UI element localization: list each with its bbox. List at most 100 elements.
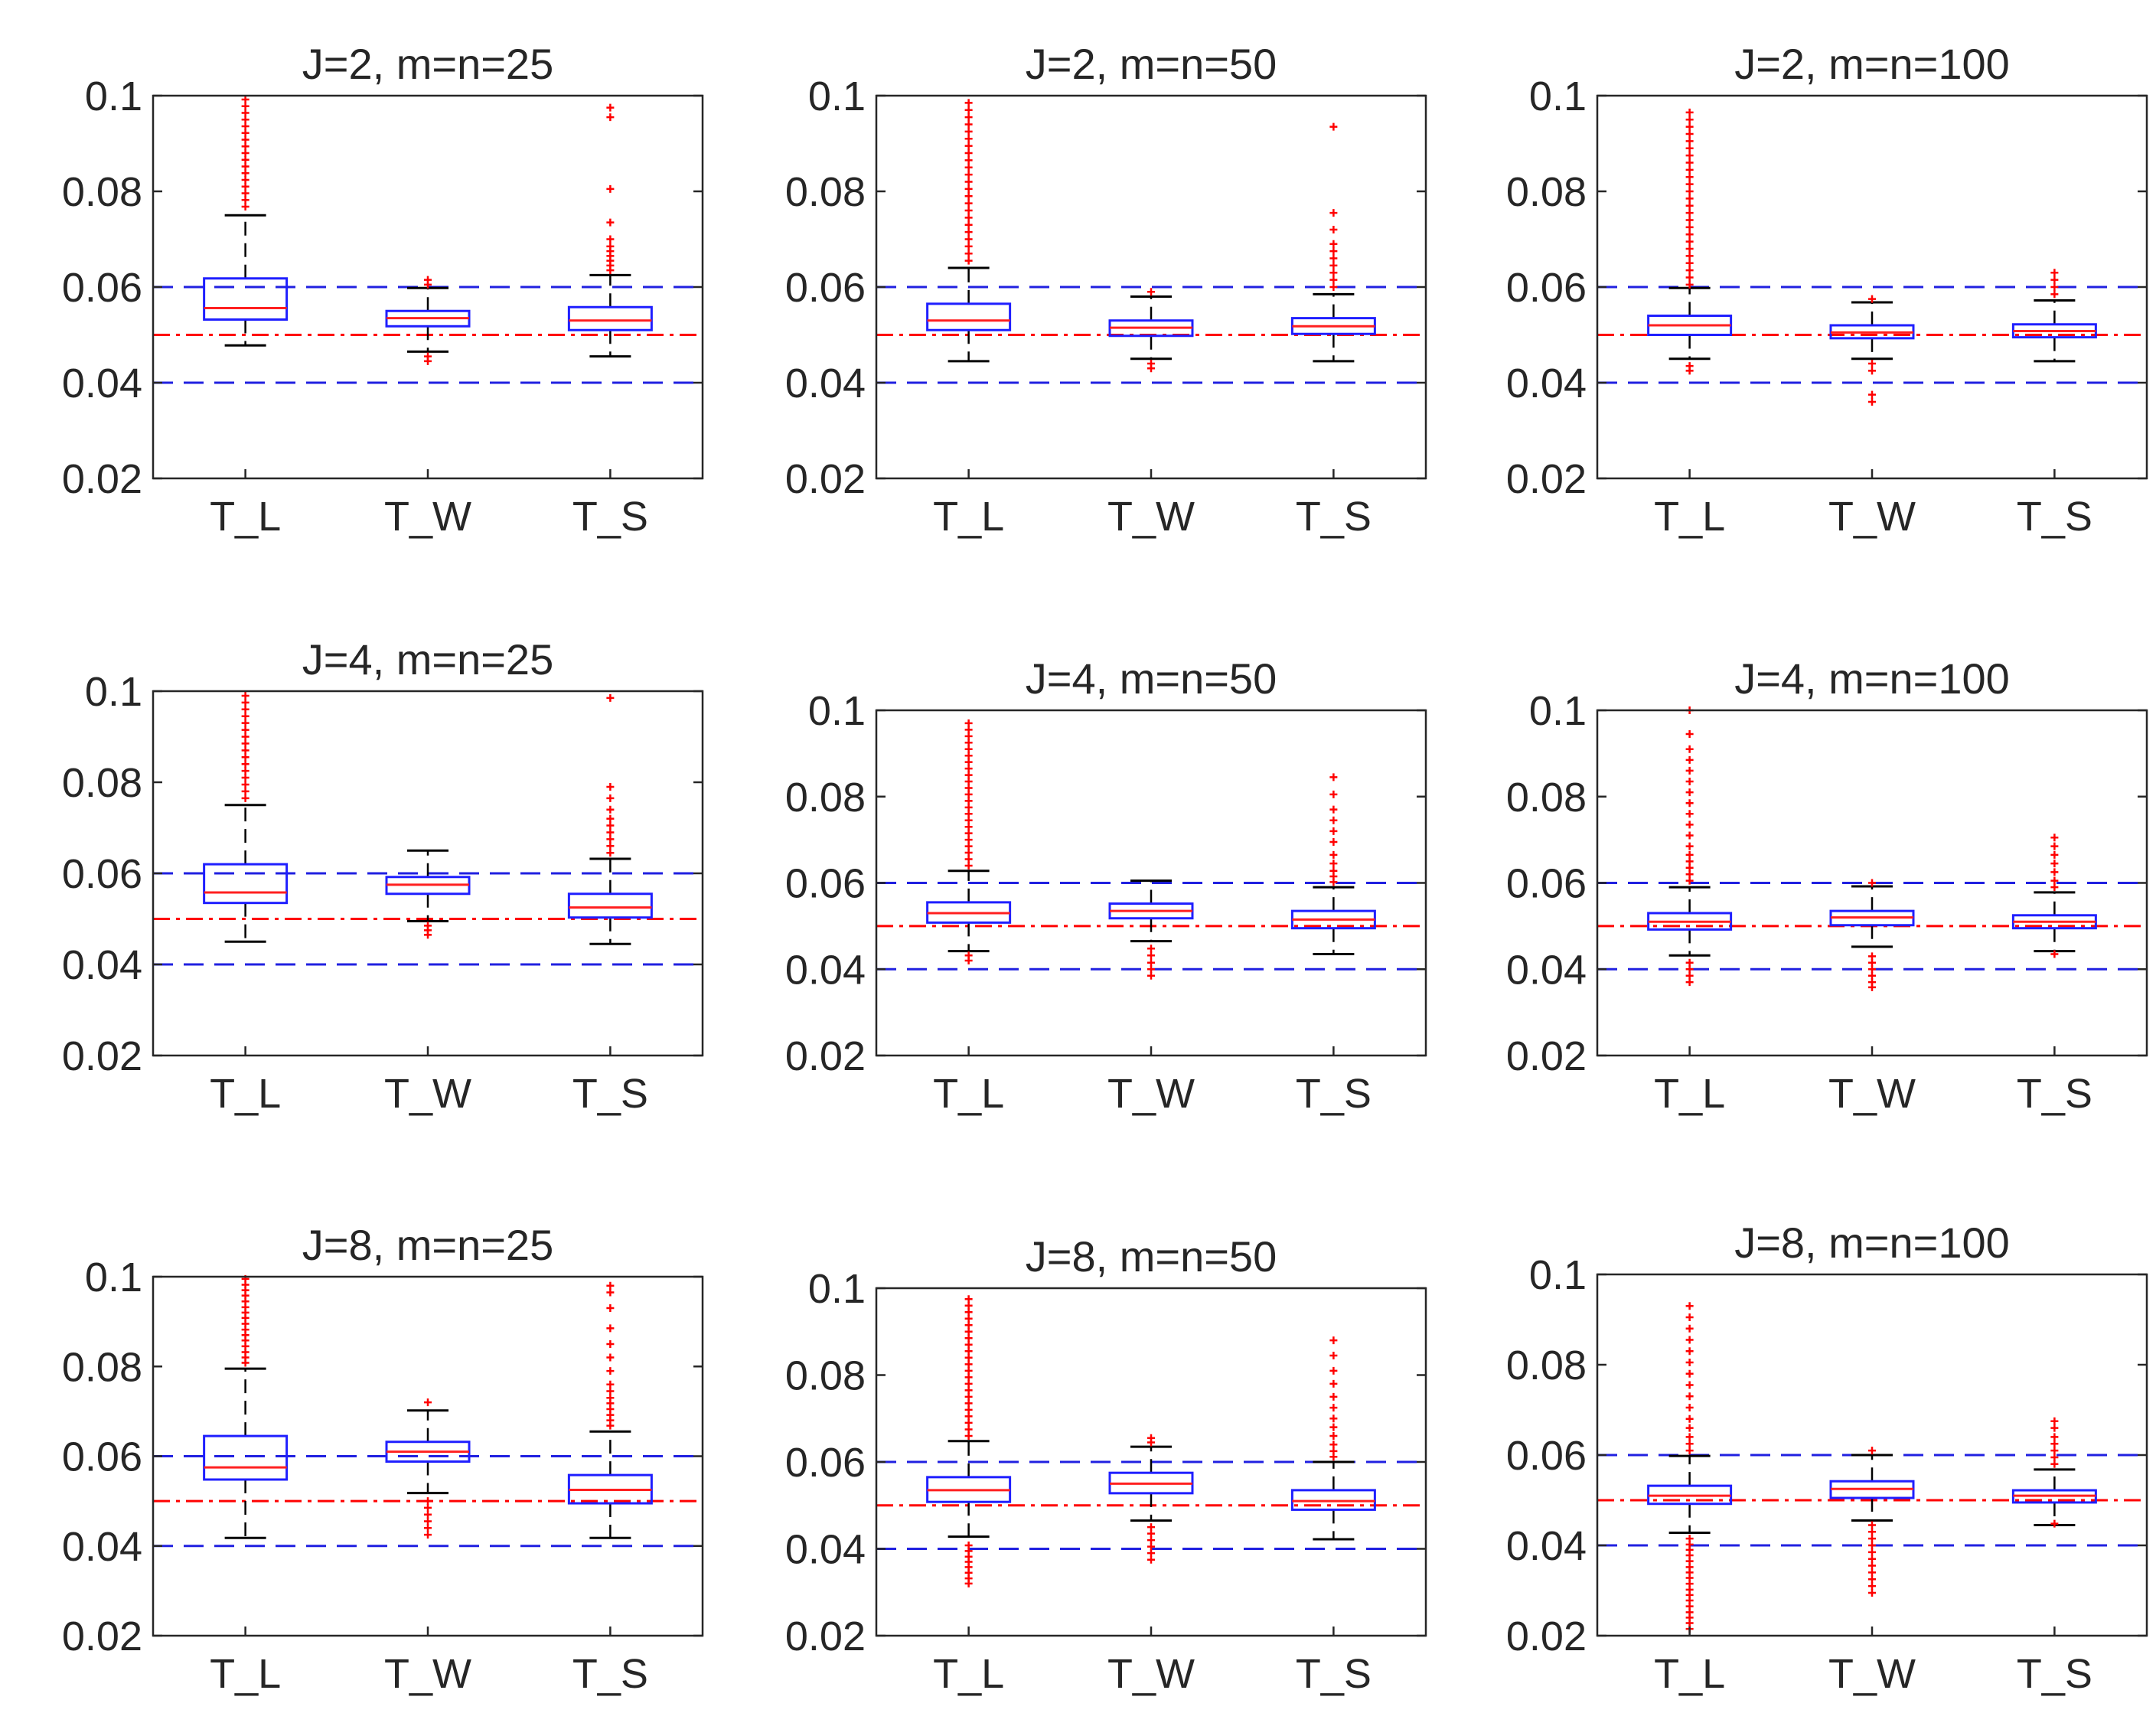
outlier-point (964, 1412, 973, 1421)
outlier-point (1147, 1542, 1155, 1551)
outlier-point (1685, 1392, 1694, 1401)
outlier-point (1685, 194, 1694, 203)
y-tick-label: 0.06 (62, 1434, 142, 1480)
x-tick-label: T_L (933, 1651, 1004, 1697)
outlier-point (241, 698, 250, 706)
outlier-point (424, 1398, 432, 1407)
iqr-box (567, 305, 653, 331)
outlier-point (964, 135, 973, 143)
outlier-point (964, 765, 973, 773)
outlier-point (606, 1394, 615, 1402)
outlier-point (964, 171, 973, 179)
outlier-point (1868, 1575, 1876, 1584)
outlier-point (424, 1503, 432, 1512)
outlier-point (964, 829, 973, 837)
x-tick-label: T_W (1828, 494, 1916, 540)
y-tick-label: 0.04 (62, 942, 142, 988)
outlier-point (1329, 276, 1338, 284)
outlier-point (964, 1379, 973, 1388)
panel-5: 0.02 0.04 0.06 0.08 0.1 T_L T_W T_S J=4, m=n=50 (785, 654, 1427, 1117)
outlier-point (2050, 1433, 2059, 1441)
outlier-point (241, 780, 250, 788)
outlier-point (964, 1399, 973, 1408)
outlier-point (964, 127, 973, 135)
outlier-point (2050, 1417, 2059, 1425)
y-tick-label: 0.02 (1506, 1033, 1587, 1079)
outlier-point (606, 1304, 615, 1313)
outlier-point (964, 1405, 973, 1414)
outlier-point (2050, 860, 2059, 868)
outlier-point (1685, 273, 1694, 282)
outlier-point (1868, 952, 1876, 961)
outlier-point (1868, 1548, 1876, 1556)
outlier-point (241, 203, 250, 210)
outlier-point (1329, 240, 1338, 248)
y-tick-label: 0.1 (85, 73, 142, 119)
y-tick-label: 0.06 (1506, 861, 1587, 907)
outlier-point (964, 719, 973, 727)
box-T_L (926, 99, 1012, 363)
outlier-point (1685, 1324, 1694, 1333)
outlier-point (964, 1347, 973, 1356)
outlier-point (1685, 1381, 1694, 1389)
y-tick-label: 0.02 (1506, 1613, 1587, 1659)
outlier-point (964, 842, 973, 850)
x-tick-label: T_L (210, 1071, 281, 1117)
y-tick-label: 0.02 (62, 1033, 142, 1079)
outlier-point (1685, 730, 1694, 739)
outlier-point (606, 794, 615, 802)
x-tick-label: T_L (933, 1071, 1004, 1117)
box-T_W (1108, 288, 1194, 373)
outlier-point (424, 1531, 432, 1539)
panel-title: J=4, m=n=25 (302, 635, 553, 684)
outlier-point (2050, 1447, 2059, 1455)
outlier-point (1685, 116, 1694, 124)
outlier-point (241, 109, 250, 117)
outlier-point (606, 821, 615, 830)
x-tick-label: T_W (1107, 1071, 1195, 1117)
outlier-point (964, 228, 973, 237)
outlier-point (964, 784, 973, 792)
outlier-point (1685, 1424, 1694, 1432)
outlier-point (241, 129, 250, 137)
outlier-point (1685, 1433, 1694, 1441)
outlier-point (1685, 1414, 1694, 1423)
outlier-point (964, 163, 973, 171)
outlier-point (964, 861, 973, 870)
outlier-point (241, 96, 250, 103)
outlier-point (2050, 842, 2059, 850)
x-tick-label: T_W (1107, 1651, 1195, 1697)
outlier-point (1685, 850, 1694, 859)
outlier-point (606, 1324, 615, 1333)
y-tick-label: 0.1 (808, 1266, 866, 1312)
outlier-point (606, 242, 615, 250)
outlier-point (964, 1431, 973, 1440)
outlier-point (606, 842, 615, 850)
outlier-point (964, 199, 973, 207)
outlier-point (241, 135, 250, 144)
outlier-point (964, 1340, 973, 1349)
outlier-point (1329, 283, 1338, 291)
outlier-point (1685, 173, 1694, 181)
x-tick-label: T_W (1828, 1651, 1916, 1697)
outlier-point (964, 120, 973, 129)
outlier-point (2050, 1453, 2059, 1461)
outlier-point (964, 149, 973, 157)
y-tick-label: 0.08 (1506, 169, 1587, 215)
outlier-point (241, 753, 250, 762)
outlier-point (964, 849, 973, 857)
box-T_W (1829, 1447, 1915, 1597)
outlier-point (606, 235, 615, 243)
outlier-point (1329, 850, 1338, 859)
outlier-point (241, 767, 250, 775)
box-T_S (567, 1281, 653, 1539)
outlier-point (241, 182, 250, 191)
outlier-point (1147, 965, 1155, 974)
outlier-point (964, 855, 973, 863)
x-tick-label: T_W (384, 1071, 471, 1117)
outlier-point (241, 196, 250, 204)
y-tick-label: 0.08 (62, 1344, 142, 1390)
outlier-point (1685, 165, 1694, 174)
outlier-point (1329, 1351, 1338, 1359)
